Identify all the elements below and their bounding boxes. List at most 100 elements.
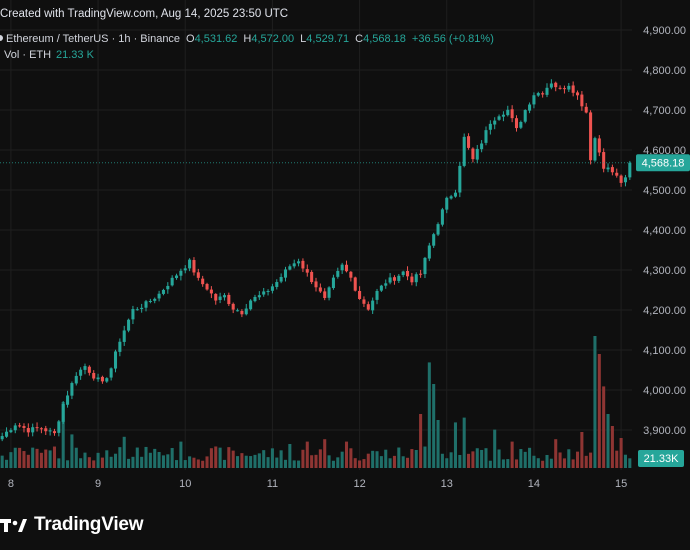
volume-bar [336,457,340,468]
candle-body [227,294,231,305]
candle-body [336,270,340,277]
change-value: +36.56 (+0.81%) [412,33,494,45]
tradingview-logo[interactable]: TradingView [0,512,144,538]
volume-bar [593,336,597,468]
created-with-text: Created with TradingView.com, Aug 14, 20… [0,8,288,20]
candle-body [26,428,30,433]
candle-body [406,270,410,277]
symbol-name[interactable]: Ethereum / TetherUS · 1h · Binance [6,33,180,45]
candle-body [96,377,100,380]
candle-body [471,148,475,160]
candle-body [148,300,152,302]
volume-bar [445,458,449,468]
volume-bar [127,458,131,468]
candle-body [419,273,423,275]
candle-body [397,275,401,281]
volume-bar [567,449,571,468]
candle-body [127,319,131,331]
candle-body [297,261,301,264]
candle-body [170,277,174,286]
volume-bar [222,459,226,468]
volume-bar [484,448,488,468]
candle-body [218,296,222,300]
candle-body [279,277,283,282]
volume-bar [188,456,192,468]
volume-bar [379,456,383,468]
candle-body [240,310,244,315]
volume-bar [628,458,632,468]
volume-bar [349,448,353,468]
candle-body [392,277,396,281]
y-tick-label: 3,900.00 [643,425,686,437]
volume-bar [79,458,83,468]
last-price-badge: 4,568.18 [636,154,690,172]
candle-body [183,268,187,271]
candle-body [362,299,366,304]
volume-bar [218,447,222,468]
volume-bar [310,455,314,468]
volume-bar [144,446,148,468]
candle-body [536,93,540,96]
candle-body [39,428,43,430]
candle-body [623,177,627,183]
candle-body [323,291,327,298]
x-tick-label: 11 [267,478,278,490]
candle-body [584,106,588,113]
last-price-label: 4,568.18 [642,158,685,170]
candle-body [301,260,305,269]
candle-body [131,309,135,320]
volume-bar [623,454,627,468]
volume-bar [52,446,57,468]
volume-bar [362,459,366,468]
volume-bar [109,456,113,468]
candle-body [135,309,139,311]
volume-bar [615,450,619,468]
candle-body [353,277,357,291]
open-value: 4,531.62 [195,33,238,45]
candle-body [144,301,148,308]
volume-bar [70,434,74,468]
candle-body [606,167,610,170]
volume-label[interactable]: Vol · ETH [4,49,51,61]
low-value: 4,529.71 [306,33,349,45]
candle-body [157,293,161,299]
volume-bar [174,460,179,468]
candle-body [262,291,266,295]
candle-body [615,172,619,176]
candle-body [410,276,414,283]
candle-body [480,143,484,150]
volume-bar [92,460,96,468]
volume-bar [480,449,484,468]
candle-body [140,307,144,310]
last-volume-label: 21.33K [644,453,680,465]
candle-body [270,286,274,291]
volume-bar [366,453,370,468]
candle-body [484,130,488,143]
tradingview-logo-icon [0,519,27,532]
candlestick-chart[interactable]: 3,900.00 4,000.00 4,100.00 4,200.00 4,300.00… [0,0,690,498]
volume-bar [201,460,205,468]
volume-bar [270,448,274,468]
candle-body [275,282,279,287]
volume-bar [122,436,126,468]
footer [0,498,690,550]
candle-body [253,296,257,302]
volume-bar [209,448,213,468]
volume-bar [266,457,270,468]
candle-body [458,165,462,193]
legend-row: Ethereum / TetherUS · 1h · Binance O4,53… [0,33,494,45]
volume-bar [257,453,261,468]
volume-bar [401,456,405,468]
volume-bar [371,450,375,468]
y-tick-label: 4,300.00 [643,265,686,277]
candle-body [327,287,331,298]
volume-bar [501,459,505,468]
volume-bar [392,455,396,468]
candle-body [105,378,109,382]
candle-body [209,289,213,294]
volume-bar [549,458,553,468]
volume-bar [541,460,545,468]
y-tick-label: 4,800.00 [643,65,686,77]
logo-text: TradingView [34,514,144,535]
candle-body [9,430,13,433]
